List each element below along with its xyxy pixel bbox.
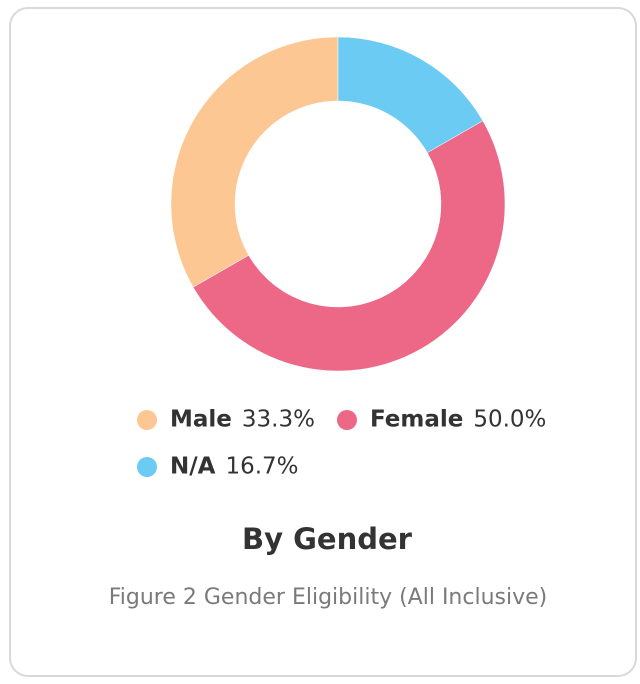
- legend-swatch: [336, 410, 357, 430]
- donut-slice: [337, 36, 484, 154]
- legend-label: Male: [170, 407, 232, 433]
- legend-value: 50.0%: [473, 407, 546, 433]
- legend-value: 16.7%: [225, 454, 298, 480]
- chart-title: By Gender: [242, 522, 413, 556]
- legend-swatch: [137, 457, 157, 477]
- caption: Figure 2 Gender Eligibility (All Inclusi…: [109, 585, 548, 610]
- legend-value: 33.3%: [242, 407, 315, 433]
- donut-slice: [170, 36, 339, 288]
- legend-label: N/A: [170, 454, 216, 480]
- legend-swatch: [137, 410, 157, 430]
- legend-label: Female: [370, 407, 463, 433]
